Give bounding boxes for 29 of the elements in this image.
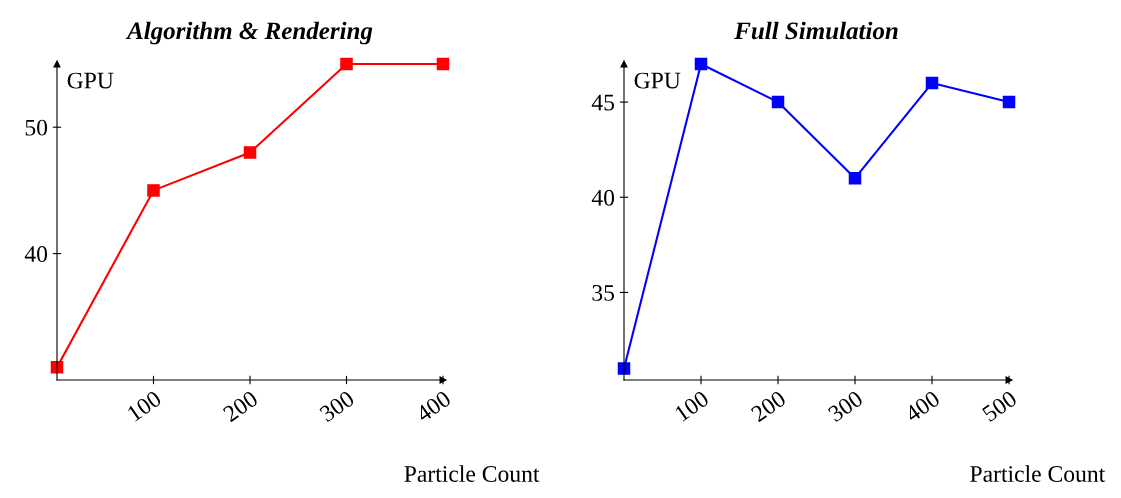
x-tick-label: 300 — [827, 390, 864, 423]
y-tick-label: 50 — [25, 119, 48, 136]
y-tick-label: 35 — [592, 284, 615, 301]
x-tick-label: 100 — [674, 390, 710, 422]
x-tick-label: 200 — [222, 390, 259, 423]
y-tick-label: 40 — [24, 246, 48, 263]
chart-title: Full Simulation — [734, 21, 898, 40]
chart-title: Algorithm & Rendering — [125, 21, 373, 45]
point — [694, 57, 708, 71]
x-axis-title: Particle Count — [970, 465, 1106, 482]
y-tick-label: 45 — [591, 94, 615, 111]
point — [147, 184, 160, 197]
point — [848, 171, 862, 185]
point — [436, 57, 450, 71]
x-tick-label: 500 — [981, 390, 1018, 423]
point — [243, 146, 257, 159]
point — [925, 76, 939, 90]
x-tick-label: 100 — [126, 390, 163, 422]
y-axis-title: GPU — [67, 72, 114, 89]
y-tick-label: 40 — [591, 189, 615, 206]
x-tick-label: 300 — [318, 390, 356, 423]
x-tick-label: 400 — [414, 390, 452, 423]
x-axis-title: Particle Count — [404, 465, 540, 482]
y-axis-title: GPU — [634, 72, 681, 89]
x-tick-label: 400 — [903, 390, 941, 423]
point — [771, 95, 785, 109]
point — [1002, 95, 1016, 109]
point — [340, 57, 353, 71]
x-tick-label: 200 — [750, 390, 787, 423]
